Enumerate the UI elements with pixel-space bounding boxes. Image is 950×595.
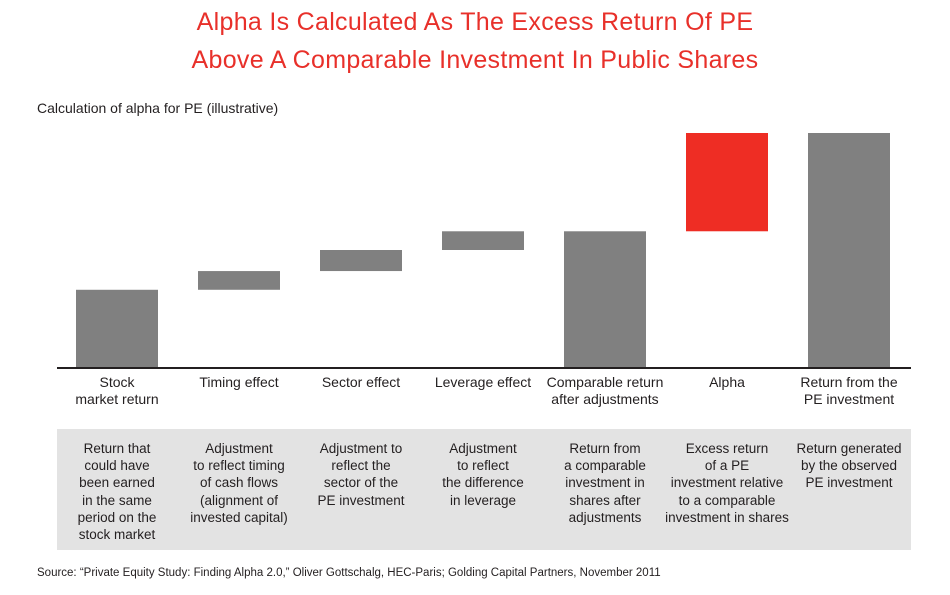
- category-label-1: Stock market return: [75, 374, 159, 407]
- bar-2: [198, 271, 280, 290]
- category-description-6: Excess return of a PE investment relativ…: [665, 441, 789, 525]
- category-label-2: Timing effect: [199, 374, 279, 390]
- category-description-1: Return that could have been earned in th…: [77, 441, 157, 543]
- category-label-3: Sector effect: [321, 374, 401, 390]
- category-description-4: Adjustment to reflect the difference in …: [442, 441, 524, 508]
- category-description-5: Return from a comparable investment in s…: [564, 441, 646, 525]
- category-description-7: Return generated by the observed PE inve…: [796, 441, 902, 491]
- category-description-2: Adjustment to reflect timing of cash flo…: [190, 441, 288, 525]
- chart-title-line-2: Above A Comparable Investment In Public …: [191, 46, 759, 74]
- description-panel: [57, 429, 911, 550]
- waterfall-chart: [57, 133, 911, 369]
- bar-3: [320, 250, 402, 272]
- category-label-5: Comparable return after adjustments: [546, 374, 664, 407]
- bar-5: [564, 231, 646, 367]
- bar-6: [686, 133, 768, 232]
- category-label-4: Leverage effect: [434, 374, 532, 390]
- bar-group: [76, 133, 890, 367]
- bar-1: [76, 289, 158, 367]
- category-label-7: Return from the PE investment: [800, 374, 898, 407]
- source-note: Source: “Private Equity Study: Finding A…: [37, 567, 661, 579]
- chart-subtitle: Calculation of alpha for PE (illustrativ…: [37, 100, 279, 116]
- bar-4: [442, 231, 524, 250]
- category-label-6: Alpha: [709, 374, 745, 390]
- bar-7: [808, 133, 890, 367]
- category-description-3: Adjustment to reflect the sector of the …: [317, 441, 405, 508]
- chart-title-line-1: Alpha Is Calculated As The Excess Return…: [196, 8, 754, 36]
